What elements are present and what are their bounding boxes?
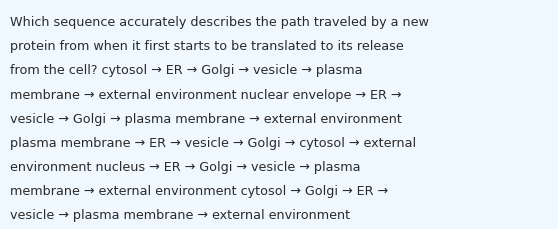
Text: plasma membrane → ER → vesicle → Golgi → cytosol → external: plasma membrane → ER → vesicle → Golgi →… xyxy=(10,136,416,149)
Text: from the cell? cytosol → ER → Golgi → vesicle → plasma: from the cell? cytosol → ER → Golgi → ve… xyxy=(10,64,363,77)
Text: environment nucleus → ER → Golgi → vesicle → plasma: environment nucleus → ER → Golgi → vesic… xyxy=(10,160,360,173)
Text: membrane → external environment nuclear envelope → ER →: membrane → external environment nuclear … xyxy=(10,88,402,101)
Text: Which sequence accurately describes the path traveled by a new: Which sequence accurately describes the … xyxy=(10,16,429,29)
Text: vesicle → plasma membrane → external environment: vesicle → plasma membrane → external env… xyxy=(10,208,350,221)
Text: membrane → external environment cytosol → Golgi → ER →: membrane → external environment cytosol … xyxy=(10,184,388,197)
Text: protein from when it first starts to be translated to its release: protein from when it first starts to be … xyxy=(10,40,404,53)
Text: vesicle → Golgi → plasma membrane → external environment: vesicle → Golgi → plasma membrane → exte… xyxy=(10,112,402,125)
